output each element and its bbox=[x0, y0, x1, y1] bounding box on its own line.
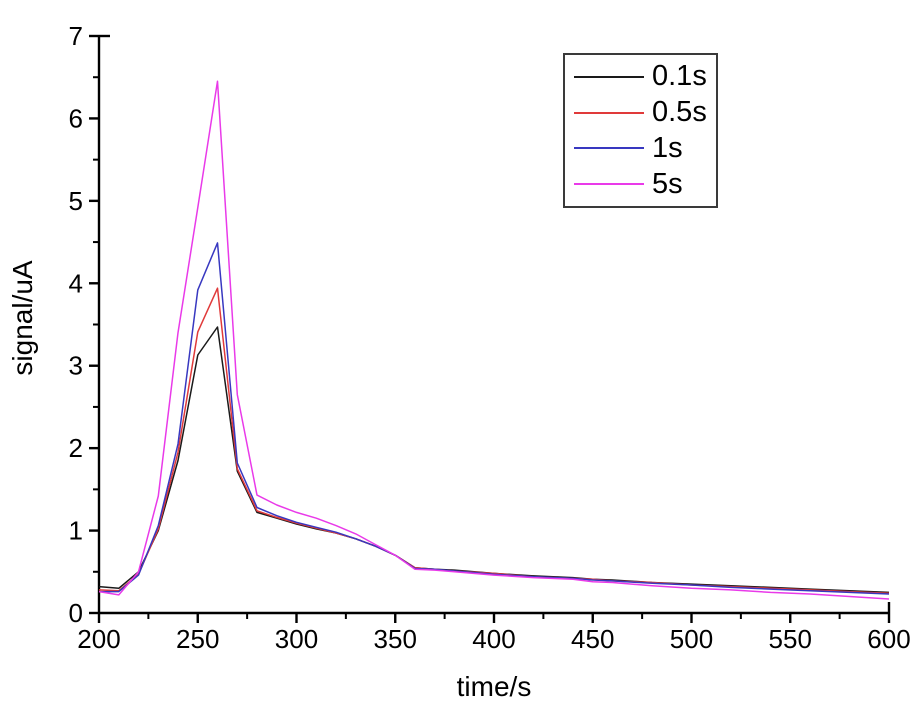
legend-line-swatch bbox=[574, 183, 644, 186]
legend-item-0.5s: 0.5s bbox=[565, 98, 716, 127]
y-tick-label: 5 bbox=[69, 186, 83, 216]
y-tick-label: 6 bbox=[69, 103, 83, 133]
legend-item-1s: 1s bbox=[565, 131, 716, 164]
legend-label: 5s bbox=[652, 167, 683, 200]
legend: 0.1s 0.5s 1s 5s bbox=[563, 53, 718, 208]
x-axis-title: time/s bbox=[456, 671, 532, 702]
y-tick-label: 4 bbox=[69, 268, 83, 298]
x-tick-label: 250 bbox=[176, 624, 219, 654]
x-tick-label: 300 bbox=[275, 624, 318, 654]
x-tick-label: 550 bbox=[769, 624, 812, 654]
series-line-1s bbox=[99, 242, 890, 595]
y-tick-label: 1 bbox=[69, 516, 83, 546]
legend-line-swatch bbox=[574, 75, 644, 78]
x-tick-label: 400 bbox=[472, 624, 515, 654]
legend-item-0.1s: 0.1s bbox=[565, 62, 716, 91]
x-tick-label: 450 bbox=[571, 624, 614, 654]
series-line-0.1s bbox=[98, 326, 890, 594]
y-tick-label: 3 bbox=[69, 351, 83, 381]
x-tick-label: 500 bbox=[670, 624, 713, 654]
legend-item-5s: 5s bbox=[565, 167, 716, 200]
legend-label: 0.5s bbox=[652, 96, 707, 129]
series-line-0.5s bbox=[98, 287, 890, 594]
legend-line-swatch bbox=[574, 111, 644, 114]
x-tick-label: 350 bbox=[374, 624, 417, 654]
legend-label: 0.1s bbox=[652, 60, 707, 93]
y-tick-label: 7 bbox=[69, 21, 83, 51]
x-tick-label: 600 bbox=[867, 624, 910, 654]
legend-line-swatch bbox=[574, 147, 644, 150]
x-tick-label: 200 bbox=[77, 624, 120, 654]
y-axis-title: signal/uA bbox=[7, 260, 38, 376]
series-line-5s bbox=[98, 80, 890, 600]
y-tick-label: 2 bbox=[69, 433, 83, 463]
y-tick-label: 0 bbox=[69, 598, 83, 628]
legend-label: 1s bbox=[652, 131, 683, 164]
